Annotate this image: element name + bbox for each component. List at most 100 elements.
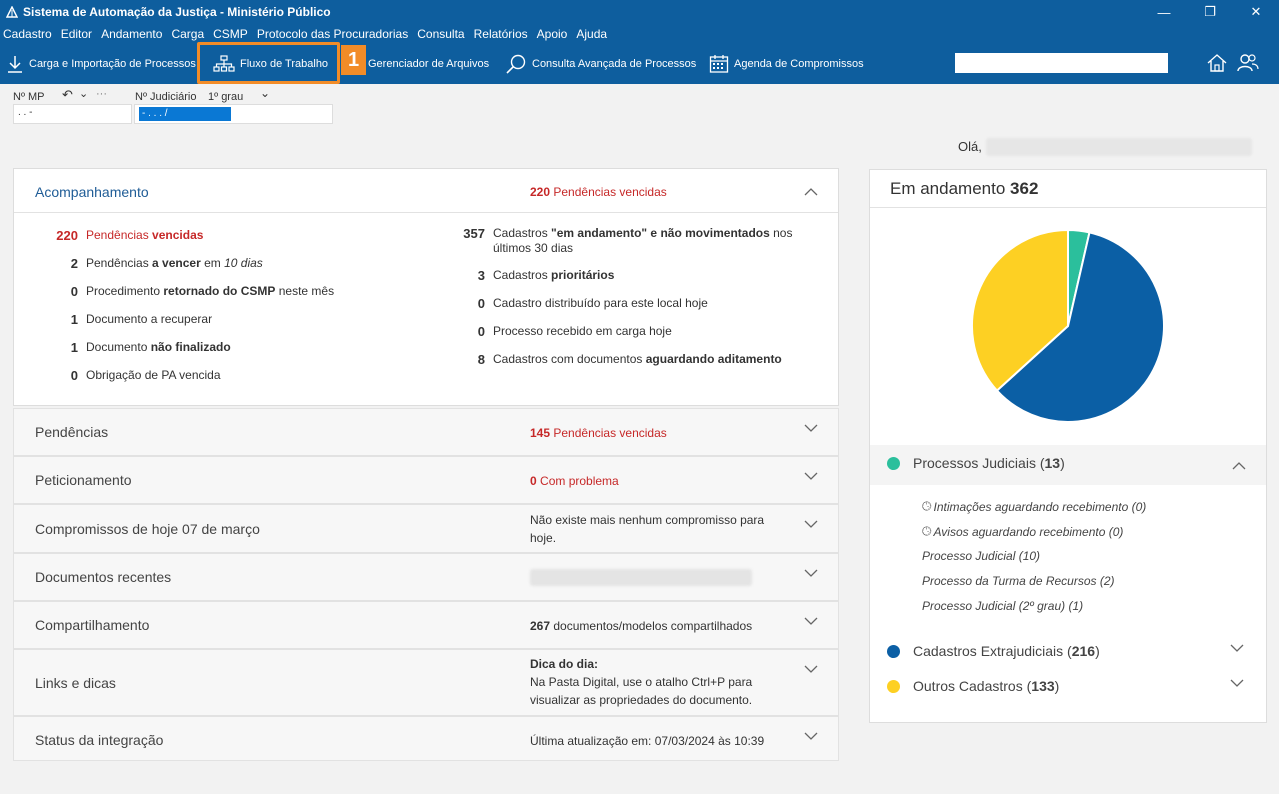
section-title: Pendências bbox=[35, 424, 109, 440]
chevron-down-icon[interactable] bbox=[1230, 643, 1244, 653]
users-icon[interactable] bbox=[1237, 52, 1259, 74]
menu-protocolo[interactable]: Protocolo das Procuradorias bbox=[256, 27, 409, 41]
legend-dot bbox=[887, 679, 900, 693]
toolbar-label: Fluxo de Trabalho bbox=[240, 58, 329, 70]
sitemap-icon bbox=[213, 55, 235, 72]
judicial-input[interactable]: - . . . / bbox=[134, 104, 333, 124]
pie-slice-outros-cadastros[interactable] bbox=[971, 228, 1069, 392]
mp-value: . . - bbox=[18, 107, 33, 118]
chevron-down-icon[interactable] bbox=[1230, 678, 1244, 688]
sub-intimacoes[interactable]: 🕓︎ Intimações aguardando recebimento (0) bbox=[922, 499, 1147, 514]
stat-cadastro-distribuido[interactable]: 0 Cadastro distribuído para este local ho… bbox=[477, 296, 708, 311]
section-peticionamento[interactable]: Peticionamento 0 Com problema bbox=[13, 456, 839, 504]
chevron-down-icon[interactable] bbox=[804, 469, 818, 483]
toolbar-consulta-avancada-button[interactable]: Consulta Avançada de Processos bbox=[505, 44, 696, 84]
chevron-down-icon[interactable] bbox=[804, 421, 818, 435]
grau-select[interactable]: 1º grau bbox=[208, 91, 244, 103]
home-icon[interactable] bbox=[1206, 52, 1228, 74]
back-icon[interactable]: ↶ bbox=[62, 87, 73, 102]
stat-pendencias-vencidas[interactable]: 220 Pendências vencidas bbox=[56, 228, 204, 243]
toolbar-label: Consulta Avançada de Processos bbox=[532, 58, 697, 70]
toolbar-fluxo-trabalho-button[interactable]: Fluxo de Trabalho bbox=[213, 44, 328, 84]
chevron-down-icon[interactable] bbox=[804, 614, 818, 628]
title-bar: Sistema de Automação da Justiça - Minist… bbox=[0, 0, 1279, 24]
section-title: Documentos recentes bbox=[35, 569, 172, 585]
pie-slice-cadastros-extrajudiciais[interactable] bbox=[995, 231, 1165, 423]
section-title: Status da integração bbox=[35, 732, 164, 748]
menu-ajuda[interactable]: Ajuda bbox=[576, 27, 608, 41]
chevron-down-icon[interactable] bbox=[804, 517, 818, 531]
section-compromissos[interactable]: Compromissos de hoje 07 de março Não exi… bbox=[13, 504, 839, 553]
sub-avisos[interactable]: 🕓︎ Avisos aguardando recebimento (0) bbox=[922, 524, 1124, 539]
toolbar-search-input[interactable] bbox=[955, 53, 1168, 73]
clock-icon: 🕓︎ bbox=[922, 524, 932, 538]
section-info: Não existe mais nenhum compromisso para … bbox=[530, 513, 765, 545]
acompanhamento-header[interactable]: Acompanhamento 220 Pendências vencidas bbox=[14, 169, 838, 213]
more-icon[interactable]: ··· bbox=[96, 88, 107, 100]
menu-carga[interactable]: Carga bbox=[171, 27, 205, 41]
menu-editor[interactable]: Editor bbox=[60, 27, 93, 41]
stat-obrigacao-pa[interactable]: 0 Obrigação de PA vencida bbox=[70, 368, 221, 383]
download-icon bbox=[8, 56, 22, 73]
legend-processos-judiciais[interactable]: Processos Judiciais (13) bbox=[870, 445, 1266, 485]
legend-dot bbox=[887, 456, 900, 470]
menu-apoio[interactable]: Apoio bbox=[536, 27, 568, 41]
em-andamento-title: Em andamento 362 bbox=[890, 179, 1039, 198]
em-andamento-panel: Em andamento 362 Processos Judiciais (13… bbox=[869, 169, 1267, 723]
section-title: Peticionamento bbox=[35, 472, 132, 488]
mp-input[interactable]: . . - bbox=[13, 104, 132, 124]
step-badge: 1 bbox=[341, 45, 366, 75]
legend-label: Outros Cadastros (133) bbox=[913, 678, 1060, 694]
acompanhamento-title: Acompanhamento bbox=[35, 184, 149, 200]
section-documentos-recentes[interactable]: Documentos recentes bbox=[13, 553, 839, 601]
section-info: Dica do dia: Na Pasta Digital, use o atal… bbox=[530, 657, 753, 707]
user-name-redacted bbox=[986, 138, 1252, 156]
window-title: Sistema de Automação da Justiça - Minist… bbox=[23, 5, 331, 19]
menu-consulta[interactable]: Consulta bbox=[417, 27, 465, 41]
menu-andamento[interactable]: Andamento bbox=[101, 27, 163, 41]
legend-label: Processos Judiciais (13) bbox=[913, 455, 1065, 471]
maximize-button[interactable]: ❐ bbox=[1204, 4, 1216, 19]
stat-cadastros-nao-movimentados[interactable]: 357 Cadastros "em andamento" e não movime… bbox=[463, 226, 793, 255]
legend-cadastros-extrajudiciais[interactable]: Cadastros Extrajudiciais (216) bbox=[870, 636, 1266, 666]
toolbar-label: Gerenciador de Arquivos bbox=[368, 58, 490, 70]
sub-processo-judicial[interactable]: Processo Judicial (10) bbox=[922, 549, 1041, 563]
greeting: Olá, bbox=[958, 139, 982, 154]
toolbar-label: Agenda de Compromissos bbox=[734, 58, 864, 70]
toolbar-label: Carga e Importação de Processos bbox=[29, 58, 196, 70]
section-title: Links e dicas bbox=[35, 675, 116, 691]
stat-processo-recebido[interactable]: 0 Processo recebido em carga hoje bbox=[477, 324, 672, 339]
stat-procedimento-retornado[interactable]: 0 Procedimento retornado do CSMP neste mê… bbox=[70, 284, 335, 299]
sub-processo-2-grau[interactable]: Processo Judicial (2º grau) (1) bbox=[922, 599, 1084, 613]
stat-cadastros-prioritarios[interactable]: 3 Cadastros prioritários bbox=[477, 268, 615, 283]
chevron-up-icon[interactable] bbox=[1232, 461, 1246, 471]
close-button[interactable]: ✕ bbox=[1250, 4, 1262, 19]
menu-csmp[interactable]: CSMP bbox=[213, 27, 248, 41]
grau-chevron-icon[interactable]: ⌄ bbox=[260, 86, 271, 100]
stat-documento-recuperar[interactable]: 1 Documento a recuperar bbox=[70, 312, 213, 327]
section-links-dicas[interactable]: Links e dicas Dica do dia: Na Pasta Digit… bbox=[13, 649, 839, 716]
chevron-down-icon[interactable]: ⌄ bbox=[79, 88, 89, 100]
stat-pendencias-a-vencer[interactable]: 2 Pendências a vencer em 10 dias bbox=[70, 256, 263, 271]
chevron-down-icon[interactable] bbox=[804, 729, 818, 743]
menu-relatorios[interactable]: Relatórios bbox=[473, 27, 528, 41]
clock-icon: 🕓︎ bbox=[922, 499, 932, 513]
chevron-up-icon[interactable] bbox=[804, 187, 818, 197]
menu-bar: Cadastro Editor Andamento Carga CSMP Pro… bbox=[0, 24, 1279, 44]
toolbar-carga-importacao-button[interactable]: Carga e Importação de Processos bbox=[6, 44, 196, 84]
toolbar-agenda-button[interactable]: Agenda de Compromissos bbox=[709, 44, 864, 84]
chevron-down-icon[interactable] bbox=[804, 662, 818, 676]
legend-outros-cadastros[interactable]: Outros Cadastros (133) bbox=[870, 671, 1266, 701]
stat-documento-nao-finalizado[interactable]: 1 Documento não finalizado bbox=[70, 340, 231, 355]
section-pendencias[interactable]: Pendências 145 Pendências vencidas bbox=[13, 408, 839, 456]
recent-document-redacted[interactable] bbox=[530, 569, 752, 586]
minimize-button[interactable]: — bbox=[1157, 4, 1171, 20]
section-compartilhamento[interactable]: Compartilhamento 267 documentos/modelos … bbox=[13, 601, 839, 649]
stat-aguardando-aditamento[interactable]: 8 Cadastros com documentos aguardando adi… bbox=[477, 352, 782, 367]
section-status-integracao[interactable]: Status da integração Última atualização … bbox=[13, 716, 839, 761]
legend-label: Cadastros Extrajudiciais (216) bbox=[913, 643, 1100, 659]
chevron-down-icon[interactable] bbox=[804, 566, 818, 580]
toolbar-gerenciador-arquivos-button[interactable]: Gerenciador de Arquivos bbox=[368, 44, 489, 84]
sub-turma-recursos[interactable]: Processo da Turma de Recursos (2) bbox=[922, 574, 1115, 588]
menu-cadastro[interactable]: Cadastro bbox=[3, 27, 52, 41]
